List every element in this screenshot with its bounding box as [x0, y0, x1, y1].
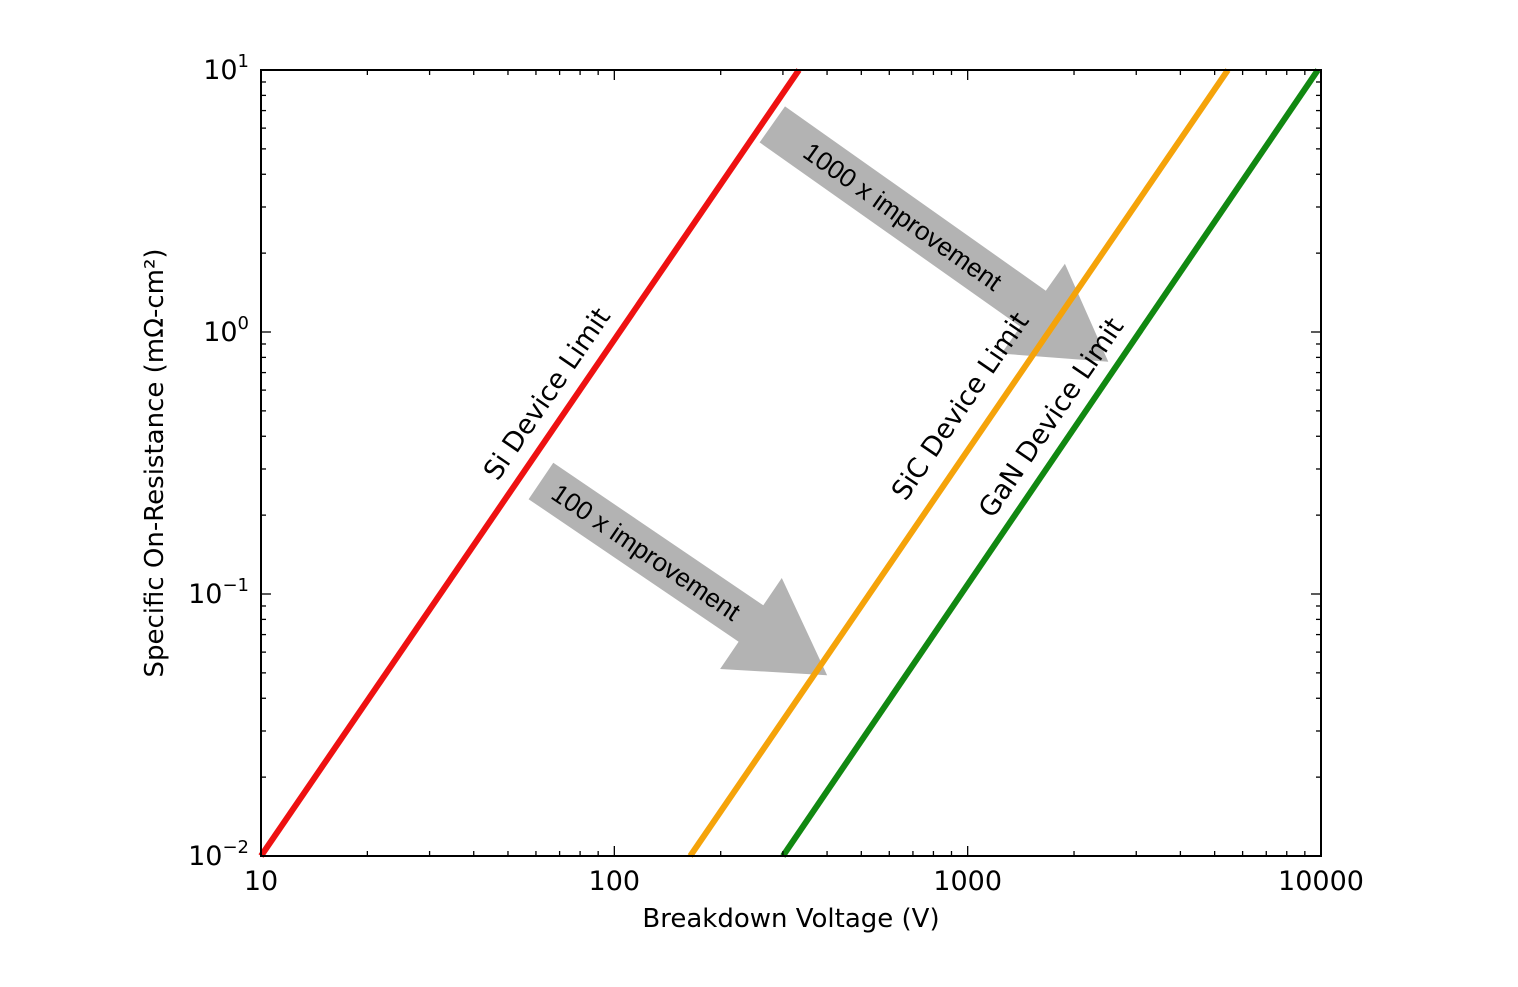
improvement-arrow-2: [759, 106, 1109, 362]
improvement-arrow-1: [528, 462, 828, 676]
x-tick-label: 1000: [933, 866, 1002, 897]
improvement-arrow-label-1: 100 x improvement: [546, 478, 746, 627]
series-line-1: [258, 68, 802, 858]
y-tick-label: 100: [203, 313, 249, 348]
y-tick-label: 101: [203, 51, 249, 86]
series-line-3: [780, 68, 1321, 858]
y-tick-label: 10−2: [188, 837, 249, 872]
x-tick-label: 100: [589, 866, 641, 897]
y-tick-label: 10−1: [188, 575, 249, 610]
ticks-layer: 10 100 1000 10000 10−2 10−1 100 101: [188, 51, 1364, 897]
annotations-layer: [528, 106, 1109, 676]
series-line-2: [687, 68, 1231, 858]
x-tick-label: 10: [244, 866, 278, 897]
improvement-arrow-label-2: 1000 x improvement: [798, 136, 1008, 297]
series-layer: [258, 68, 1321, 858]
y-axis-title: Specific On-Resistance (mΩ-cm²): [140, 248, 170, 677]
x-tick-label: 10000: [1278, 866, 1364, 897]
plot-frame: [260, 69, 1322, 857]
x-axis-title: Breakdown Voltage (V): [642, 904, 939, 934]
series-label-1: Si Device Limit: [478, 302, 617, 485]
